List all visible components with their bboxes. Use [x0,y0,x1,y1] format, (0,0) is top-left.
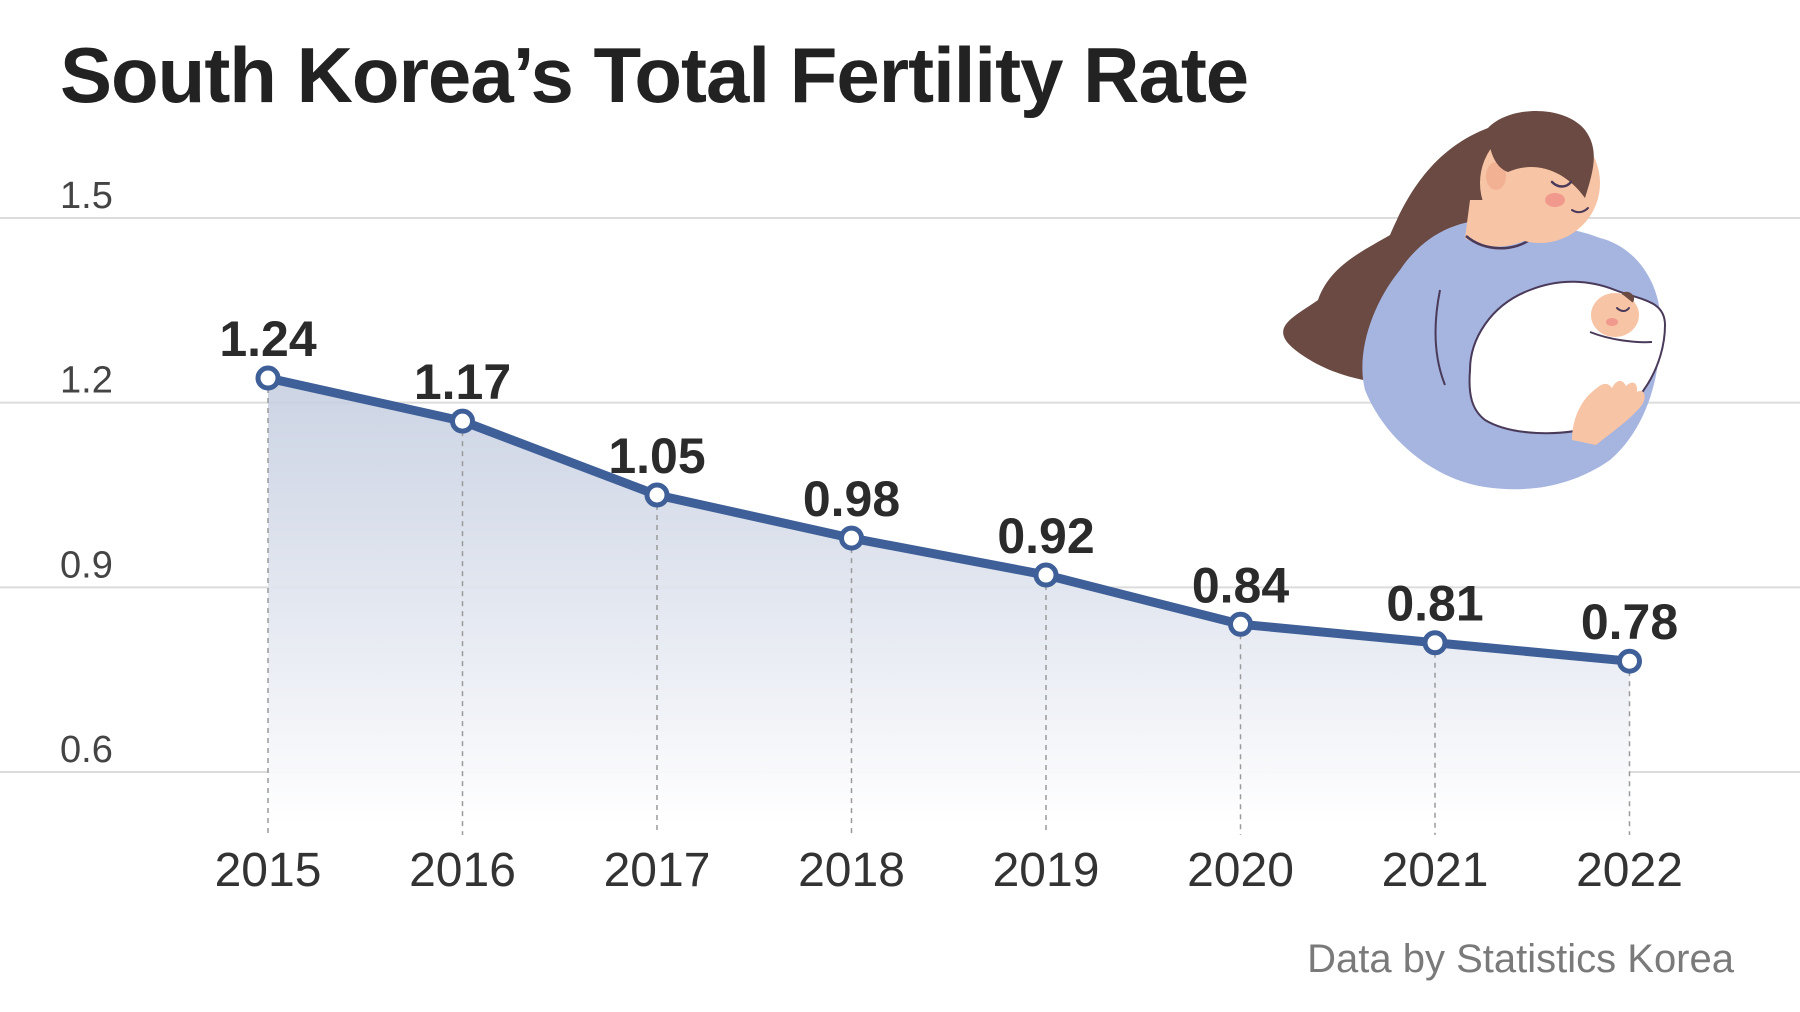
x-tick-label: 2019 [993,844,1100,897]
baby-cheek-shape [1606,318,1618,326]
data-point [1617,648,1642,674]
y-tick-label: 1.5 [60,175,113,217]
data-label: 0.92 [997,508,1094,564]
x-tick-label: 2018 [798,844,905,897]
x-tick-label: 2020 [1187,844,1294,897]
y-tick-label: 1.2 [60,360,113,402]
data-label: 0.78 [1581,594,1678,650]
area-fill-shape [268,378,1630,825]
series-line [263,373,1634,666]
data-label: 0.81 [1386,576,1483,632]
baby-eye-shape [1616,307,1630,312]
baby-hair-shape [1621,291,1634,303]
hand-shape [1572,380,1645,445]
closed-eye-shape [1550,180,1573,188]
ear-shape [1486,162,1506,190]
area-fill [268,378,1630,825]
x-tick-label: 2017 [604,844,711,897]
baby-face-shape [1591,293,1639,337]
data-point [1422,630,1448,656]
y-tick-label: 0.9 [60,544,113,586]
data-point [1033,562,1059,588]
blanket-fold-shape [1589,331,1653,344]
data-point [255,365,281,391]
x-tick-label: 2015 [215,844,322,897]
chart-title: South Korea’s Total Fertility Rate [60,31,1249,119]
x-tick-label: 2016 [409,844,516,897]
smile-shape [1571,207,1589,214]
x-tick-label: 2022 [1576,844,1683,897]
data-point [839,525,864,551]
arm-line-shape [1434,289,1446,386]
hair-top-shape [1488,110,1594,198]
drop-lines [267,378,1631,835]
hair-back-shape [1283,128,1505,385]
mother-holding-baby-illustration [1283,110,1667,490]
data-label: 0.84 [1192,557,1290,613]
data-labels: 1.24 1.17 1.05 0.98 0.92 0.84 0.81 0.78 [219,311,1678,650]
data-point [450,408,475,434]
data-points [255,365,1642,674]
data-label: 1.24 [219,311,317,367]
cheek-shape [1545,193,1565,207]
series-line-path [263,373,1634,666]
source-note: Data by Statistics Korea [1307,937,1734,981]
y-tick-label: 0.6 [60,729,113,771]
data-point [644,482,670,508]
x-axis-tick-labels: 2015 2016 2017 2018 2019 2020 2021 2022 [215,844,1683,897]
data-point [1228,611,1253,637]
data-label: 1.05 [608,428,705,484]
data-label: 0.98 [803,471,900,527]
y-axis-tick-labels: 0.6 0.9 1.2 1.5 [60,175,113,771]
data-label: 1.17 [414,354,511,410]
x-tick-label: 2021 [1382,844,1489,897]
